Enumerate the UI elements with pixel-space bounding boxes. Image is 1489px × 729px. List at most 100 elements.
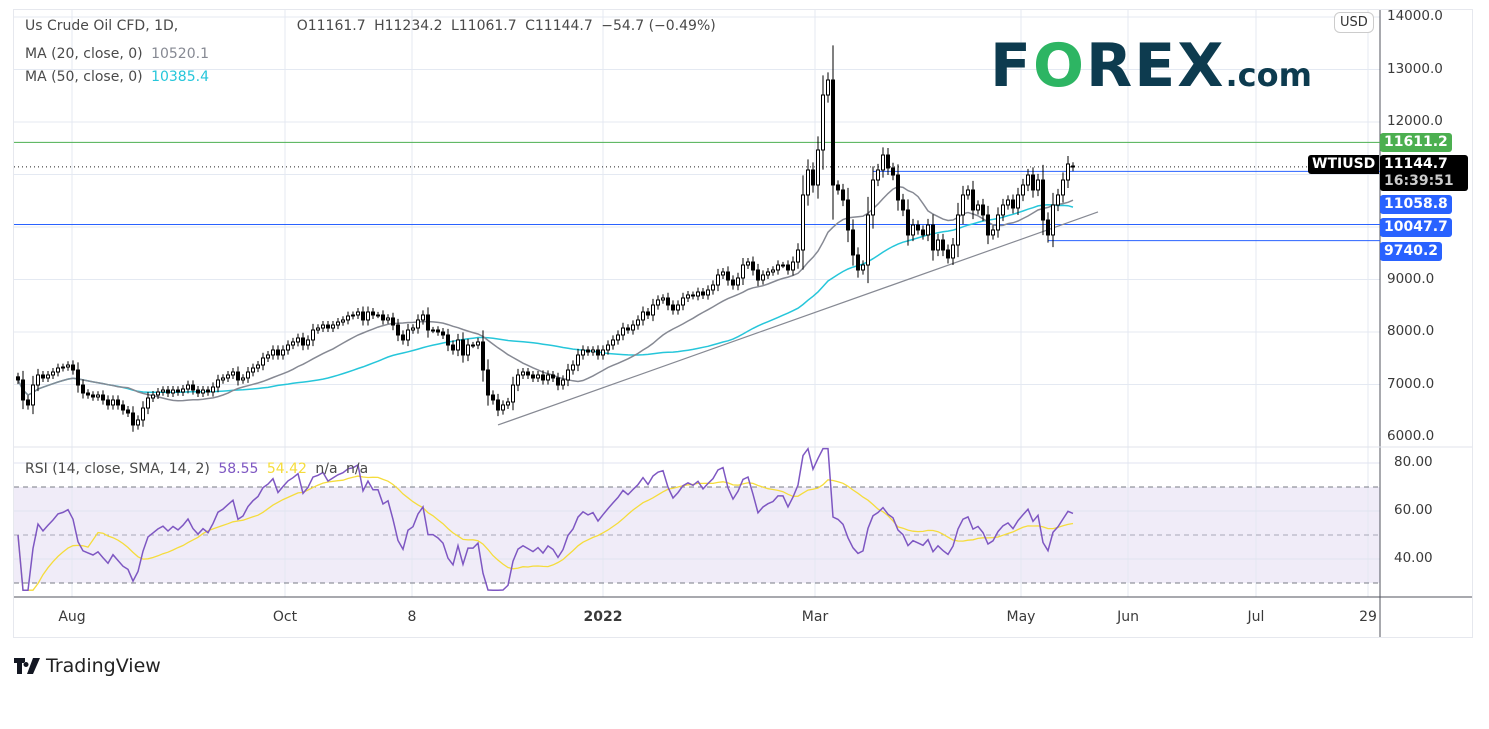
rsi-tick-label: 40.00 [1394, 550, 1433, 566]
candle-bullish [706, 289, 710, 296]
candle-bullish [146, 397, 150, 409]
candle-bullish [1021, 184, 1025, 196]
candle-bearish [856, 254, 860, 271]
candle-bullish [251, 367, 255, 373]
candle-bearish [131, 412, 135, 426]
candle-bearish [731, 279, 735, 286]
candle-bearish [16, 376, 20, 381]
candle-bullish [1051, 204, 1055, 236]
candle-bullish [341, 319, 345, 323]
price-tick-label: 6000.0 [1387, 428, 1435, 444]
candle-bullish [376, 314, 380, 317]
candle-bearish [1071, 165, 1075, 168]
candle-bullish [226, 374, 230, 379]
rsi-extra-1: n/a [315, 461, 338, 477]
candle-bearish [86, 392, 90, 396]
candle-bearish [666, 297, 670, 306]
candle-bullish [976, 204, 980, 211]
time-tick-label: Jun [1117, 609, 1139, 625]
symbol-legend: Us Crude Oil CFD, 1D, O11161.7 H11234.2 … [25, 18, 720, 34]
time-tick-label: May [1006, 609, 1036, 625]
rsi-legend[interactable]: RSI (14, close, SMA, 14, 2) 58.55 54.42 … [25, 461, 372, 477]
currency-button[interactable]: USD [1334, 12, 1374, 33]
candle-bullish [51, 371, 55, 376]
candle-bearish [981, 204, 985, 216]
time-tick-label: Mar [801, 609, 829, 625]
ma20-legend[interactable]: MA (20, close, 0) 10520.1 [25, 46, 213, 62]
candle-bearish [436, 329, 440, 333]
candle-bullish [966, 189, 970, 196]
candle-bullish [761, 274, 765, 281]
candle-bullish [331, 324, 335, 329]
candle-bullish [386, 317, 390, 321]
candle-bearish [726, 271, 730, 281]
candle-bullish [506, 401, 510, 406]
ohlc-open: O11161.7 [296, 18, 366, 34]
candle-bullish [771, 269, 775, 273]
candle-bearish [426, 314, 430, 331]
candle-bearish [446, 334, 450, 346]
rsi-sma-value: 54.42 [266, 461, 307, 477]
candle-bullish [576, 354, 580, 366]
candle-bearish [831, 79, 835, 186]
candle-bearish [701, 291, 705, 296]
candle-bullish [216, 379, 220, 388]
candle-bullish [721, 271, 725, 276]
candle-bearish [551, 374, 555, 379]
candle-bullish [936, 239, 940, 251]
candle-bullish [656, 299, 660, 306]
tradingview-logo[interactable]: TradingView [14, 655, 161, 677]
candle-bearish [101, 394, 105, 401]
candle-bullish [411, 327, 415, 331]
candle-bearish [596, 349, 600, 356]
candle-bearish [756, 269, 760, 281]
candle-bullish [866, 214, 870, 266]
countdown-timer: 16:39:51 [1384, 173, 1454, 189]
candle-bullish [561, 379, 565, 386]
candle-bearish [946, 249, 950, 259]
ma20-label: MA (20, close, 0) [25, 46, 143, 62]
candle-bullish [926, 224, 930, 236]
candle-bullish [711, 284, 715, 291]
rsi-line [17, 446, 1074, 591]
time-tick-label: 8 [407, 609, 417, 625]
candle-bearish [1046, 219, 1050, 236]
candle-bullish [566, 369, 570, 381]
candle-bearish [496, 399, 500, 411]
candle-bullish [31, 384, 35, 406]
candle-bullish [681, 297, 685, 306]
candle-bullish [421, 314, 425, 321]
candle-bearish [461, 339, 465, 356]
price-tick-label: 7000.0 [1387, 375, 1435, 392]
candle-bearish [441, 331, 445, 336]
candle-bullish [616, 334, 620, 341]
candle-bullish [651, 304, 655, 316]
candle-bullish [636, 319, 640, 326]
candle-bullish [416, 319, 420, 329]
tradingview-brand: TradingView [46, 655, 161, 677]
candle-bearish [21, 379, 25, 401]
ohlc-close: C11144.7 [525, 18, 593, 34]
candle-bearish [301, 337, 305, 346]
candle-bearish [811, 169, 815, 186]
candle-bearish [361, 311, 365, 321]
candle-bearish [76, 369, 80, 386]
candle-bearish [491, 394, 495, 401]
candle-bullish [1016, 194, 1020, 209]
candle-bullish [456, 339, 460, 351]
candle-bearish [396, 324, 400, 336]
ma50-line [17, 204, 1074, 396]
level-tag-10047: 10047.7 [1380, 218, 1452, 237]
candle-bullish [996, 214, 1000, 231]
candle-bearish [891, 167, 895, 176]
candle-bullish [356, 311, 360, 316]
candle-bullish [536, 374, 540, 379]
candle-bearish [751, 261, 755, 271]
candle-bullish [591, 349, 595, 353]
level-tag-9740: 9740.2 [1380, 242, 1443, 261]
candle-bearish [846, 199, 850, 231]
candle-bearish [106, 399, 110, 406]
candle-bullish [1056, 194, 1060, 206]
ma50-legend[interactable]: MA (50, close, 0) 10385.4 [25, 69, 213, 85]
